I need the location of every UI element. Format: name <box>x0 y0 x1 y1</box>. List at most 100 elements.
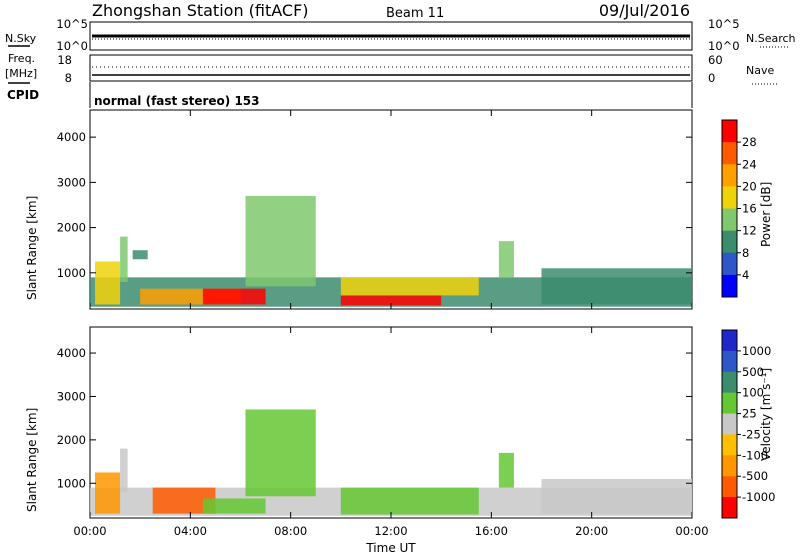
velocity-colorbar-tick-label: -1000 <box>742 490 775 504</box>
power-data-layer <box>90 195 692 307</box>
power-x-axis <box>89 110 693 309</box>
velocity-colorbar-tick-label: 1000 <box>742 344 771 358</box>
power-colorbar-tick-label: 4 <box>742 268 749 282</box>
velocity-colorbar-tick-label: 500 <box>742 365 764 379</box>
velocity-colorbar-segment <box>722 476 737 498</box>
cpid-label: CPID <box>7 88 39 102</box>
station-title: Zhongshan Station (fitACF) <box>92 1 309 20</box>
power-y-axis: 1000 2000 3000 4000 <box>57 130 692 280</box>
velocity-colorbar: 1000 500 100 25 -25 -100 -500 -1000 <box>721 329 775 519</box>
nsearch-label: N.Search <box>746 32 796 45</box>
power-data-region <box>340 277 479 296</box>
velocity-colorbar-tick-label: -100 <box>742 448 768 462</box>
power-colorbar-tick-label: 8 <box>742 246 749 260</box>
velocity-data-layer <box>90 409 692 516</box>
power-colorbar-tick-label: 24 <box>742 157 757 171</box>
nsky-tick-high: 10^5 <box>56 17 88 31</box>
velocity-colorbar-tick-label: 25 <box>742 407 757 421</box>
velocity-y-tick-label: 3000 <box>57 389 86 403</box>
velocity-data-region <box>202 498 266 514</box>
power-data-region <box>120 236 128 282</box>
velocity-colorbar-tick-label: -25 <box>742 427 761 441</box>
power-y-tick-label: 3000 <box>57 175 86 189</box>
beam-label: Beam 11 <box>386 6 444 21</box>
nsearch-tick-high: 10^5 <box>708 17 740 31</box>
freq-panel-frame <box>89 54 693 82</box>
velocity-y-axis: 1000 2000 3000 4000 <box>57 346 692 490</box>
power-colorbar-tick-label: 12 <box>742 224 757 238</box>
x-tick-label: 12:00 <box>374 524 407 538</box>
velocity-x-axis: 00:00 04:00 08:00 12:00 16:00 20:00 00:00 <box>73 327 709 538</box>
power-data-region <box>132 250 148 260</box>
power-colorbar-tick-label: 20 <box>742 179 757 193</box>
x-tick-label: 04:00 <box>174 524 207 538</box>
power-colorbar-segment <box>722 230 737 254</box>
velocity-colorbar-segment <box>722 350 737 373</box>
velocity-colorbar-frame <box>721 329 738 519</box>
power-data-region <box>541 268 692 305</box>
nave-tick-high: 60 <box>708 53 723 67</box>
velocity-data-region <box>340 487 479 515</box>
velocity-data-region <box>95 472 121 514</box>
velocity-colorbar-tick-label: -500 <box>742 469 768 483</box>
velocity-panel: 1000 2000 3000 4000 00:00 04:00 08:00 12:00 16:… <box>25 326 709 538</box>
power-y-tick-label: 4000 <box>57 130 86 144</box>
freq-tick-high: 18 <box>57 53 72 67</box>
nsky-panel-frame <box>89 21 693 51</box>
power-y-tick-label: 1000 <box>57 266 86 280</box>
cpid-text: normal (fast stereo) 153 <box>94 94 260 108</box>
velocity-colorbar-segment <box>722 392 737 415</box>
velocity-colorbar-segment <box>722 497 737 519</box>
power-data-region <box>202 288 266 305</box>
power-y-axis-title: Slant Range [km] <box>25 196 39 300</box>
power-colorbar-segment <box>722 164 737 187</box>
freq-label: Freq. <box>8 52 35 65</box>
power-panel: 1000 2000 3000 4000 Slant Range [km] <box>25 109 693 310</box>
power-colorbar-tick-label: 28 <box>742 135 757 149</box>
velocity-colorbar-segment <box>722 371 737 394</box>
x-tick-label: 08:00 <box>274 524 307 538</box>
nave-label: Nave <box>746 64 774 77</box>
freq-tick-low: 8 <box>65 71 72 85</box>
power-colorbar-segment <box>722 274 737 298</box>
freq-unit: [MHz] <box>5 67 37 80</box>
velocity-y-tick-label: 1000 <box>57 476 86 490</box>
x-tick-label: 16:00 <box>475 524 508 538</box>
velocity-colorbar-segment <box>722 413 737 435</box>
power-colorbar-segment <box>722 252 737 276</box>
velocity-colorbar-title: Velocity [m s⁻¹] <box>759 368 773 461</box>
date-label: 09/Jul/2016 <box>599 1 690 20</box>
power-colorbar-tick-label: 16 <box>742 202 757 216</box>
velocity-colorbar-segment <box>722 455 737 477</box>
power-y-tick-label: 2000 <box>57 221 86 235</box>
power-data-region <box>95 261 121 305</box>
x-tick-label: 00:00 <box>675 524 708 538</box>
x-axis-title: Time UT <box>365 541 416 554</box>
velocity-colorbar-segment <box>722 434 737 456</box>
power-data-region <box>340 295 442 306</box>
nsky-label: N.Sky <box>5 32 37 45</box>
velocity-data-region <box>541 478 692 514</box>
power-colorbar: 4 8 12 16 20 24 28 <box>721 119 757 298</box>
power-colorbar-segment <box>722 142 737 165</box>
x-tick-label: 20:00 <box>575 524 608 538</box>
power-data-region <box>498 241 514 278</box>
nsearch-tick-low: 10^0 <box>708 39 740 53</box>
velocity-colorbar-tick-label: 100 <box>742 386 764 400</box>
velocity-data-region <box>245 409 316 497</box>
velocity-colorbar-segment <box>722 330 737 352</box>
nsky-tick-low: 10^0 <box>56 39 88 53</box>
power-colorbar-title: Power [dB] <box>759 182 773 247</box>
x-tick-label: 00:00 <box>73 524 106 538</box>
velocity-data-region <box>498 452 514 488</box>
power-colorbar-segment <box>722 208 737 232</box>
velocity-y-axis-title: Slant Range [km] <box>25 408 39 512</box>
velocity-y-tick-label: 4000 <box>57 346 86 360</box>
power-colorbar-segment <box>722 120 737 143</box>
power-data-region <box>245 195 316 287</box>
velocity-data-region <box>120 448 128 492</box>
power-colorbar-segment <box>722 186 737 209</box>
nave-tick-low: 0 <box>708 71 715 85</box>
velocity-y-tick-label: 2000 <box>57 433 86 447</box>
